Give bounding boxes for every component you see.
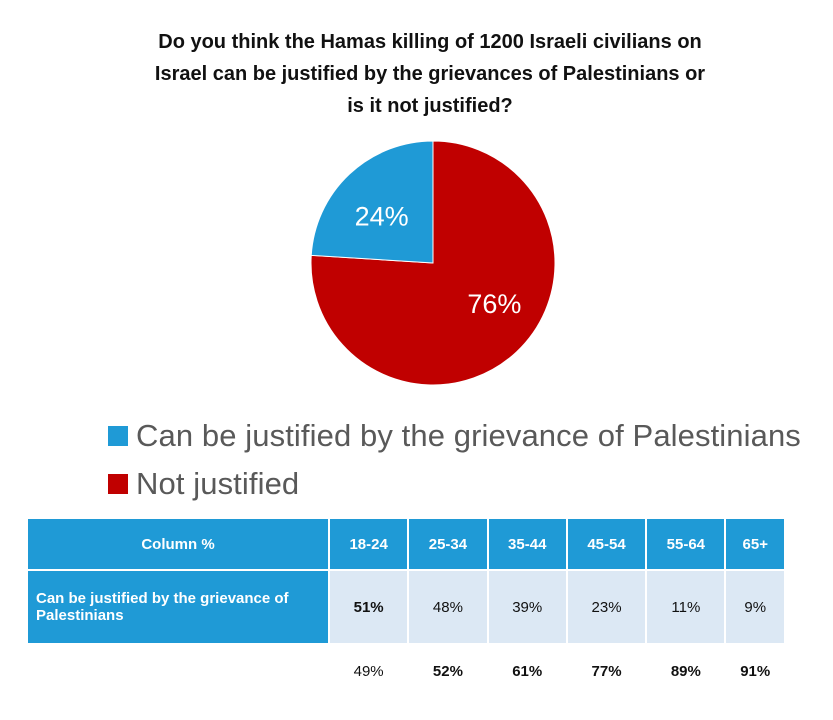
table-row: Not justified 49% 52% 61% 77% 89% 91% bbox=[28, 645, 784, 697]
column-header: 18-24 bbox=[330, 519, 408, 569]
column-header: 65+ bbox=[726, 519, 784, 569]
column-header: 45-54 bbox=[567, 519, 646, 569]
table-row: Can be justified by the grievance of Pal… bbox=[28, 571, 784, 643]
column-header: 25-34 bbox=[409, 519, 487, 569]
legend-item-justified: Can be justified by the grievance of Pal… bbox=[108, 412, 801, 460]
table-cell: 49% bbox=[330, 645, 408, 697]
table-cell: 23% bbox=[567, 571, 646, 643]
title-line: Do you think the Hamas killing of 1200 I… bbox=[158, 31, 702, 53]
column-header: 55-64 bbox=[647, 519, 725, 569]
table-cell: 52% bbox=[409, 645, 487, 697]
column-percent-header: Column % bbox=[28, 519, 328, 569]
row-label: Can be justified by the grievance of Pal… bbox=[28, 571, 328, 643]
legend-label: Can be justified by the grievance of Pal… bbox=[136, 418, 801, 453]
pie-data-label: 76% bbox=[467, 289, 521, 319]
legend: Can be justified by the grievance of Pal… bbox=[108, 412, 801, 508]
table-cell: 51% bbox=[330, 571, 408, 643]
table-cell: 61% bbox=[488, 645, 566, 697]
table-cell: 39% bbox=[488, 571, 566, 643]
pie-slice-justified bbox=[310, 140, 434, 264]
legend-item-not-justified: Not justified bbox=[108, 460, 801, 508]
table-cell: 89% bbox=[647, 645, 725, 697]
legend-label: Not justified bbox=[136, 466, 300, 501]
table-cell: 48% bbox=[409, 571, 487, 643]
chart-title: Do you think the Hamas killing of 1200 I… bbox=[100, 26, 760, 122]
legend-swatch-blue bbox=[108, 426, 128, 446]
table-cell: 9% bbox=[726, 571, 784, 643]
table-cell: 91% bbox=[726, 645, 784, 697]
table-cell: 77% bbox=[567, 645, 646, 697]
legend-swatch-red bbox=[108, 474, 128, 494]
pie-chart: 76% 24% bbox=[310, 140, 556, 386]
table-header-row: Column % 18-24 25-34 35-44 45-54 55-64 6… bbox=[28, 519, 784, 569]
title-line: Israel can be justified by the grievance… bbox=[154, 63, 706, 85]
table-cell: 11% bbox=[647, 571, 725, 643]
column-header: 35-44 bbox=[488, 519, 566, 569]
row-label: Not justified bbox=[28, 645, 328, 697]
age-breakdown-table: Column % 18-24 25-34 35-44 45-54 55-64 6… bbox=[26, 517, 786, 699]
pie-data-label: 24% bbox=[355, 201, 409, 231]
title-line: is it not justified? bbox=[347, 95, 513, 117]
